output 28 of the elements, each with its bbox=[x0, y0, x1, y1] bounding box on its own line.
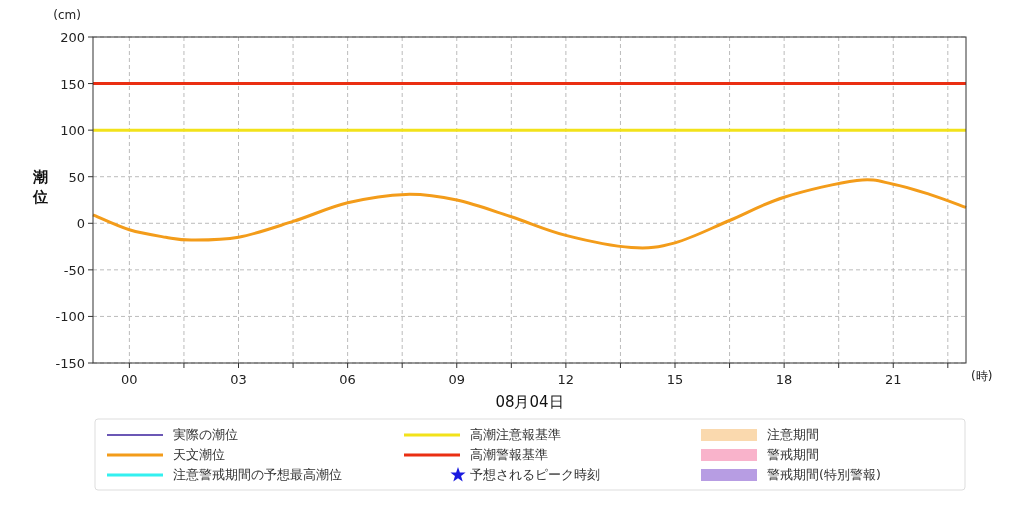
y-tick-label: -150 bbox=[55, 356, 85, 371]
x-tick-label: 06 bbox=[339, 372, 356, 387]
x-tick-label: 09 bbox=[448, 372, 466, 387]
legend-label: 警戒期間 bbox=[767, 447, 819, 462]
y-tick-label: 150 bbox=[60, 76, 85, 92]
y-tick-label: 100 bbox=[60, 123, 85, 139]
y-tick-label: 50 bbox=[68, 169, 85, 185]
y-tick-label: -50 bbox=[63, 262, 85, 278]
legend-label: 注意警戒期間の予想最高潮位 bbox=[173, 467, 342, 482]
y-tick-label: 200 bbox=[60, 30, 85, 45]
y-tick-label: 0 bbox=[76, 216, 85, 232]
legend-label: 天文潮位 bbox=[173, 447, 225, 462]
x-tick-label: 00 bbox=[121, 372, 138, 387]
legend-label: 高潮警報基準 bbox=[470, 447, 548, 462]
legend-label: 高潮注意報基準 bbox=[470, 427, 561, 442]
x-tick-label: 03 bbox=[230, 372, 247, 387]
x-tick-label: 21 bbox=[884, 372, 902, 387]
legend-label: 実際の潮位 bbox=[173, 427, 238, 442]
y-tick-label: -100 bbox=[55, 309, 85, 325]
x-tick-label: 18 bbox=[775, 372, 793, 387]
legend-label: 注意期間 bbox=[767, 427, 819, 442]
x-tick-label: 12 bbox=[557, 372, 575, 387]
text: (時) bbox=[971, 369, 993, 383]
text: (cm) bbox=[53, 8, 81, 22]
x-axis-title: 08月04日 bbox=[495, 393, 564, 411]
legend-label: 警戒期間(特別警報) bbox=[767, 467, 881, 482]
x-tick-label: 15 bbox=[666, 372, 684, 387]
y-axis-title: 潮位 bbox=[31, 168, 48, 206]
